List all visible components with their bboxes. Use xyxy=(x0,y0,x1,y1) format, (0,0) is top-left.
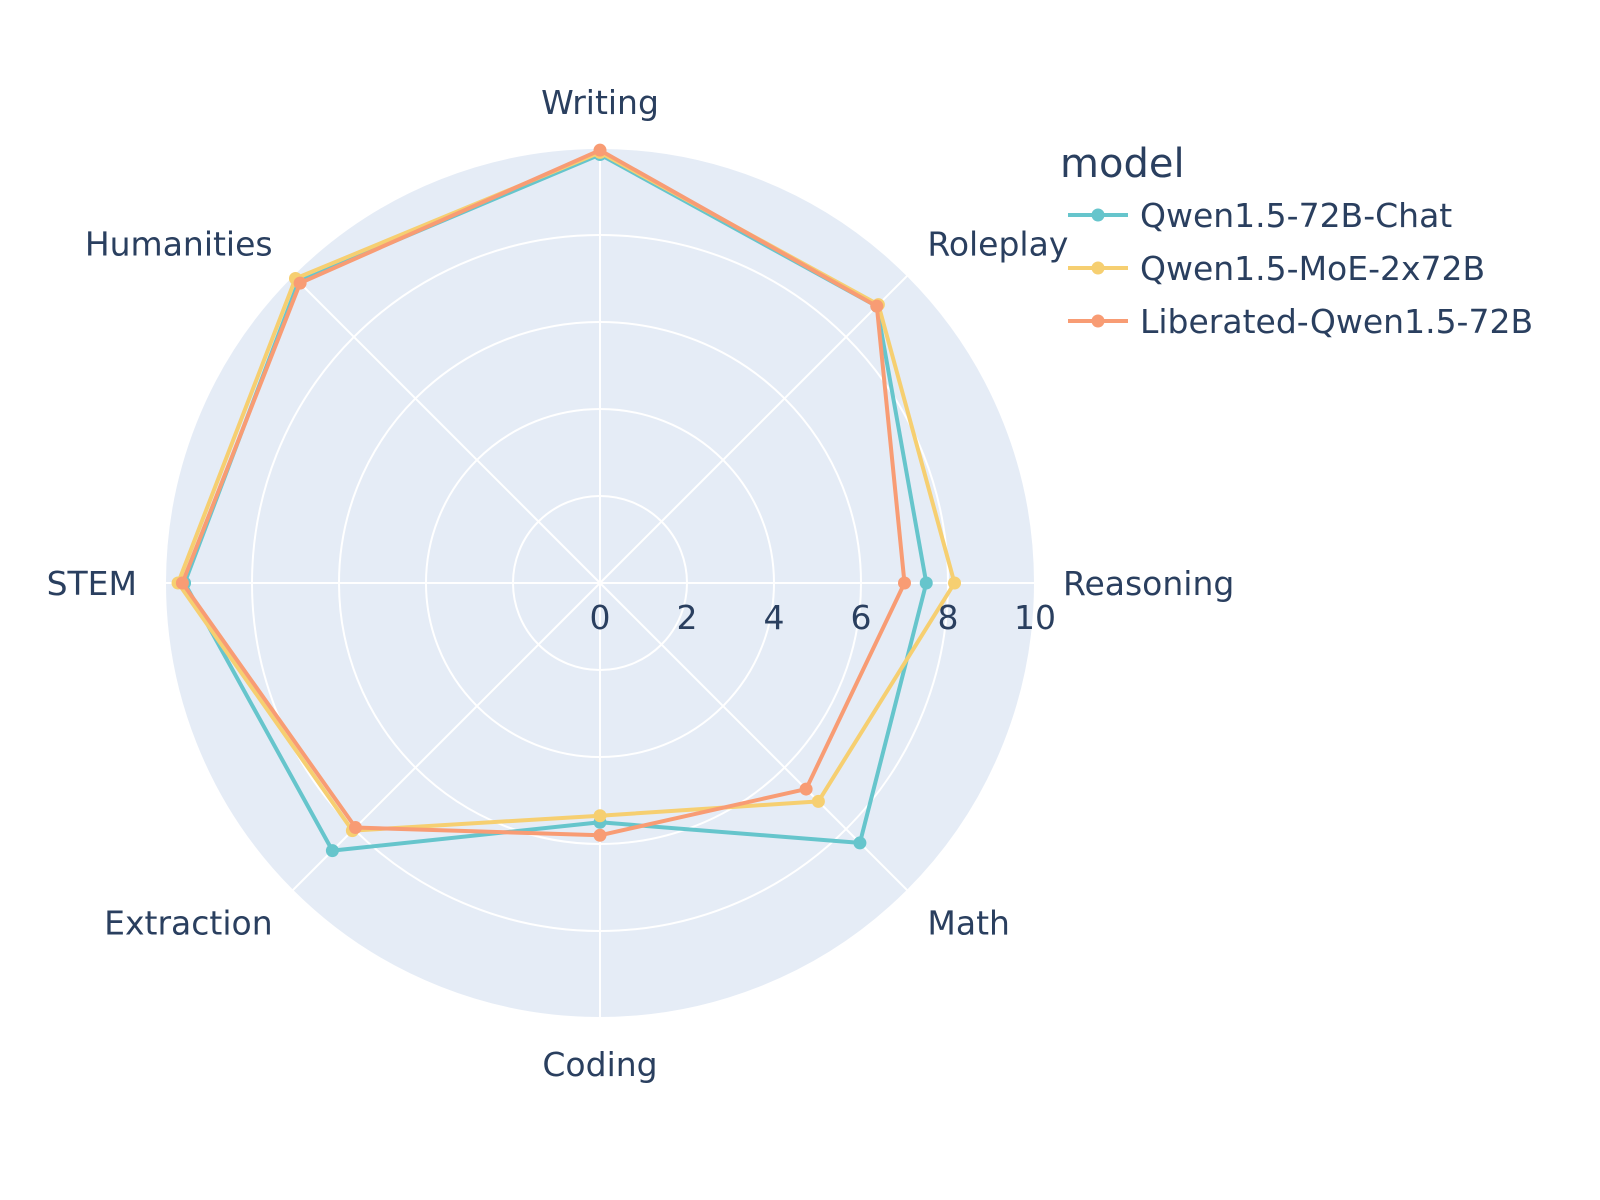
grid-spoke xyxy=(599,274,909,584)
data-point[interactable] xyxy=(593,828,607,842)
data-point[interactable] xyxy=(593,143,607,157)
data-point[interactable] xyxy=(948,576,962,590)
data-point[interactable] xyxy=(898,576,911,590)
category-label: STEM xyxy=(47,564,137,603)
legend-item[interactable]: Qwen1.5-72B-Chat xyxy=(1068,196,1452,235)
legend-item[interactable]: Liberated-Qwen1.5-72B xyxy=(1068,302,1533,341)
legend-swatch-marker xyxy=(1091,208,1105,222)
category-label: Roleplay xyxy=(927,225,1068,264)
legend-swatch-marker xyxy=(1091,261,1105,275)
legend-swatch-marker xyxy=(1091,314,1105,328)
category-label: Math xyxy=(927,903,1010,942)
radial-tick-label: 2 xyxy=(677,598,698,637)
data-point[interactable] xyxy=(870,299,884,313)
legend-item[interactable]: Qwen1.5-MoE-2x72B xyxy=(1068,249,1485,288)
legend: model Qwen1.5-72B-Chat Qwen1.5-MoE-2x72B L… xyxy=(1060,141,1533,341)
category-label: Humanities xyxy=(85,225,273,264)
radial-tick-labels: 0 2 4 6 8 10 xyxy=(590,598,1057,637)
data-point[interactable] xyxy=(919,576,933,590)
category-label: Extraction xyxy=(104,903,272,942)
category-label: Reasoning xyxy=(1063,564,1234,603)
grid-spoke xyxy=(291,582,601,892)
category-label: Writing xyxy=(541,83,659,122)
category-label: Coding xyxy=(542,1045,657,1084)
data-point[interactable] xyxy=(293,276,307,290)
category-labels: Writing Roleplay Reasoning Math Coding Extrac… xyxy=(47,83,1235,1084)
grid-spoke xyxy=(291,274,601,584)
series-2 xyxy=(175,143,911,842)
legend-label: Qwen1.5-72B-Chat xyxy=(1140,196,1452,235)
data-point[interactable] xyxy=(853,836,867,850)
data-point[interactable] xyxy=(593,809,607,823)
legend-label: Liberated-Qwen1.5-72B xyxy=(1140,302,1533,341)
series-layer xyxy=(171,143,962,858)
legend-label: Qwen1.5-MoE-2x72B xyxy=(1140,249,1485,288)
polar-grid xyxy=(164,147,1036,1019)
radial-tick-label: 10 xyxy=(1014,598,1056,637)
data-point[interactable] xyxy=(811,794,825,808)
radial-tick-label: 4 xyxy=(764,598,785,637)
data-point[interactable] xyxy=(175,576,189,590)
radial-tick-label: 0 xyxy=(590,598,611,637)
radial-tick-label: 6 xyxy=(851,598,872,637)
data-point[interactable] xyxy=(348,821,362,835)
data-point[interactable] xyxy=(325,844,339,858)
legend-title: model xyxy=(1060,141,1185,187)
radial-tick-label: 8 xyxy=(938,598,959,637)
data-point[interactable] xyxy=(799,782,813,796)
